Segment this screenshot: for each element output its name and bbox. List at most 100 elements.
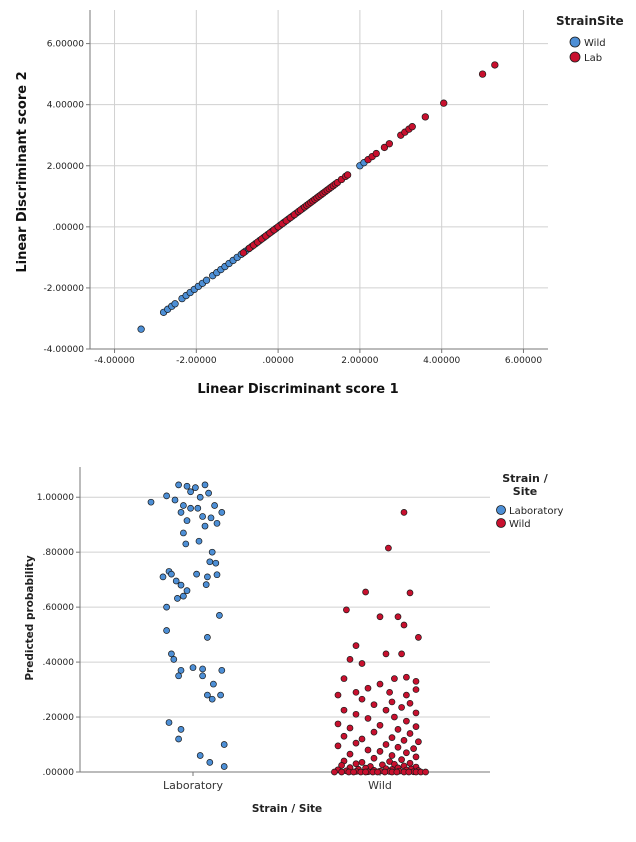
prob-point-laboratory: [165, 719, 173, 726]
lda-x-tick-label: -4.00000: [94, 356, 135, 366]
prob-point-wild: [362, 768, 369, 776]
prob-point-laboratory: [205, 489, 212, 497]
prob-point-laboratory: [189, 664, 197, 671]
prob-y-tick-label: .40000: [43, 658, 75, 668]
prob-point-wild: [403, 691, 410, 699]
prob-y-ticks: .00000 .20000 .40000 .60000 .80000 1.00000: [37, 493, 80, 778]
prob-point-laboratory: [170, 655, 178, 663]
prob-point-wild: [381, 768, 389, 776]
prob-point-wild: [403, 673, 410, 681]
prob-point-laboratory: [187, 488, 194, 496]
prob-point-laboratory: [163, 492, 170, 500]
lda-point-lab: [385, 140, 393, 148]
prob-point-wild: [358, 695, 366, 703]
prob-point-laboratory: [182, 540, 190, 548]
prob-point-laboratory: [199, 665, 206, 673]
prob-point-laboratory: [212, 559, 220, 567]
prob-y-tick-label: .60000: [43, 603, 75, 613]
prob-point-laboratory: [213, 519, 221, 527]
lda-x-axis-title: Linear Discriminant score 1: [197, 382, 398, 397]
prob-point-laboratory: [218, 666, 226, 674]
prob-point-laboratory: [180, 502, 187, 509]
prob-point-wild: [334, 691, 342, 699]
prob-point-laboratory: [193, 570, 200, 578]
prob-point-wild: [340, 732, 348, 740]
prob-point-wild: [394, 726, 402, 733]
prob-point-wild: [346, 750, 354, 758]
prob-point-wild: [405, 768, 413, 776]
prob-point-laboratory: [174, 594, 181, 602]
lda-x-tick-label: -2.00000: [176, 356, 217, 366]
prob-point-laboratory: [194, 504, 202, 512]
prob-point-wild: [412, 753, 420, 761]
prob-y-tick-label: 1.00000: [37, 493, 74, 503]
prob-point-laboratory: [180, 529, 187, 537]
prob-category-label-wild: Wild: [368, 779, 392, 792]
prob-point-wild: [376, 680, 384, 688]
lda-y-tick-label: .00000: [53, 223, 85, 233]
prob-point-laboratory: [175, 481, 182, 489]
prob-point-laboratory: [210, 680, 217, 688]
prob-point-wild: [370, 754, 378, 762]
prob-point-laboratory: [183, 587, 191, 594]
prob-x-axis-title: Strain / Site: [252, 803, 322, 815]
lda-point-lab: [491, 61, 499, 69]
lda-x-tick-label: .00000: [262, 356, 294, 366]
prob-point-wild: [376, 613, 384, 621]
prob-point-wild: [412, 677, 420, 685]
prob-point-laboratory: [147, 498, 155, 506]
lda-point-lab: [239, 249, 247, 257]
prob-point-wild: [403, 717, 410, 725]
prob-point-laboratory: [217, 691, 224, 699]
prob-point-laboratory: [177, 666, 185, 674]
prob-point-laboratory: [206, 759, 214, 766]
prob-category-label-laboratory: Laboratory: [163, 779, 223, 792]
prob-point-wild: [412, 709, 420, 717]
prob-point-wild: [388, 698, 396, 706]
prob-point-wild: [370, 728, 378, 736]
prob-point-wild: [394, 743, 402, 751]
prob-point-laboratory: [195, 537, 203, 545]
prob-point-wild: [358, 759, 366, 766]
prob-point-wild: [406, 699, 414, 707]
lda-y-axis-title: Linear Discriminant score 2: [15, 71, 30, 272]
prob-point-wild: [393, 768, 401, 776]
prob-point-wild: [412, 686, 420, 693]
prob-point-laboratory: [216, 612, 223, 619]
lda-point-lab: [372, 149, 380, 158]
prob-points: [147, 481, 429, 776]
prob-point-laboratory: [177, 726, 185, 733]
lda-point-lab: [343, 171, 352, 179]
prob-point-laboratory: [183, 482, 191, 490]
lda-y-tick-label: -4.00000: [44, 345, 85, 355]
prob-point-laboratory: [204, 573, 211, 581]
prob-point-wild: [352, 760, 360, 768]
prob-legend-title: Strain / Site: [502, 472, 548, 498]
prob-legend-laboratory-marker: [496, 505, 506, 515]
prob-point-laboratory: [175, 672, 182, 680]
prob-point-wild: [346, 655, 354, 663]
prob-point-wild: [398, 756, 405, 763]
lda-point-wild: [137, 325, 145, 333]
prob-point-wild: [346, 724, 354, 732]
prob-point-laboratory: [177, 508, 185, 516]
lda-legend-lab-label: Lab: [584, 53, 602, 64]
prob-point-wild: [410, 745, 417, 752]
prob-point-wild: [334, 742, 342, 750]
prob-point-laboratory: [168, 570, 175, 578]
prob-point-laboratory: [204, 634, 211, 641]
prob-legend: Strain / Site Laboratory Wild: [496, 472, 564, 530]
prob-point-laboratory: [204, 691, 211, 699]
prob-point-wild: [406, 759, 414, 767]
prob-point-wild: [415, 634, 422, 641]
lda-legend: StrainSite Wild Lab: [556, 14, 624, 64]
prob-point-wild: [382, 650, 390, 658]
lda-point-wild: [202, 276, 211, 284]
prob-point-laboratory: [213, 571, 221, 579]
prob-point-laboratory: [171, 496, 179, 504]
prob-legend-wild-label: Wild: [509, 519, 531, 530]
prob-point-wild: [352, 739, 360, 747]
prob-point-wild: [400, 621, 408, 629]
prob-chart: .00000 .20000 .40000 .60000 .80000 1.00000 La…: [24, 467, 564, 815]
